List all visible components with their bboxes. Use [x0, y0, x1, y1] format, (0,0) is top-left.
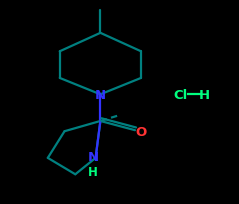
Text: N: N — [88, 151, 99, 164]
Text: O: O — [135, 125, 147, 138]
Text: Cl: Cl — [173, 88, 188, 101]
Text: H: H — [88, 165, 98, 178]
Text: N: N — [95, 88, 106, 101]
Text: H: H — [199, 88, 210, 101]
